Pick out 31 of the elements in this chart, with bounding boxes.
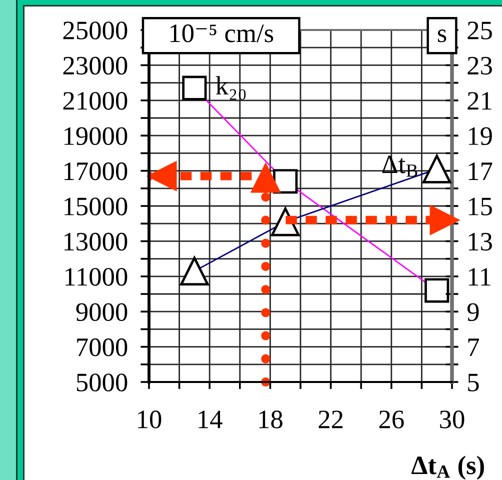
y-tick-label: 19000 bbox=[64, 127, 128, 146]
y-tick-label: 21000 bbox=[63, 92, 128, 110]
y2-tick-label: 15 bbox=[468, 198, 492, 216]
y2-tick-label: 11 bbox=[468, 268, 490, 286]
y2-tick-label: 7 bbox=[468, 338, 480, 356]
y2-axis-title: s bbox=[438, 30, 446, 42]
y-tick-label: 23000 bbox=[63, 56, 128, 75]
x-tick-label: 10 bbox=[138, 410, 162, 428]
y-tick-label: 5000 bbox=[76, 374, 128, 392]
y2-tick-label: 23 bbox=[468, 56, 492, 75]
y-tick-label: 15000 bbox=[64, 198, 128, 216]
y2-tick-label: 25 bbox=[468, 22, 492, 40]
x-axis-title: Δt$_{A}$ (s) bbox=[412, 456, 484, 480]
y2-tick-label: 17 bbox=[468, 162, 492, 180]
x-tick-label: 14 bbox=[198, 410, 222, 428]
y-tick-label: 7000 bbox=[77, 338, 128, 356]
y2-tick-label: 13 bbox=[468, 232, 492, 251]
x-tick-label: 30 bbox=[440, 410, 464, 428]
y2-tick-label: 9 bbox=[467, 303, 479, 322]
y2-tick-label: 5 bbox=[468, 374, 479, 392]
y-tick-label: 25000 bbox=[63, 22, 128, 40]
y-axis-title: 10⁻⁵ cm/s bbox=[170, 24, 274, 42]
x-tick-label: 22 bbox=[318, 410, 343, 428]
y-tick-label: 9000 bbox=[76, 303, 128, 322]
y2-tick-label: 21 bbox=[468, 92, 492, 110]
x-tick-label: 18 bbox=[259, 410, 282, 428]
y2-tick-label: 19 bbox=[468, 127, 492, 146]
y-tick-label: 13000 bbox=[64, 232, 128, 251]
y-tick-label: 17000 bbox=[64, 162, 128, 180]
y-tick-label: 11000 bbox=[66, 268, 128, 286]
x-tick-label: 26 bbox=[379, 410, 404, 428]
